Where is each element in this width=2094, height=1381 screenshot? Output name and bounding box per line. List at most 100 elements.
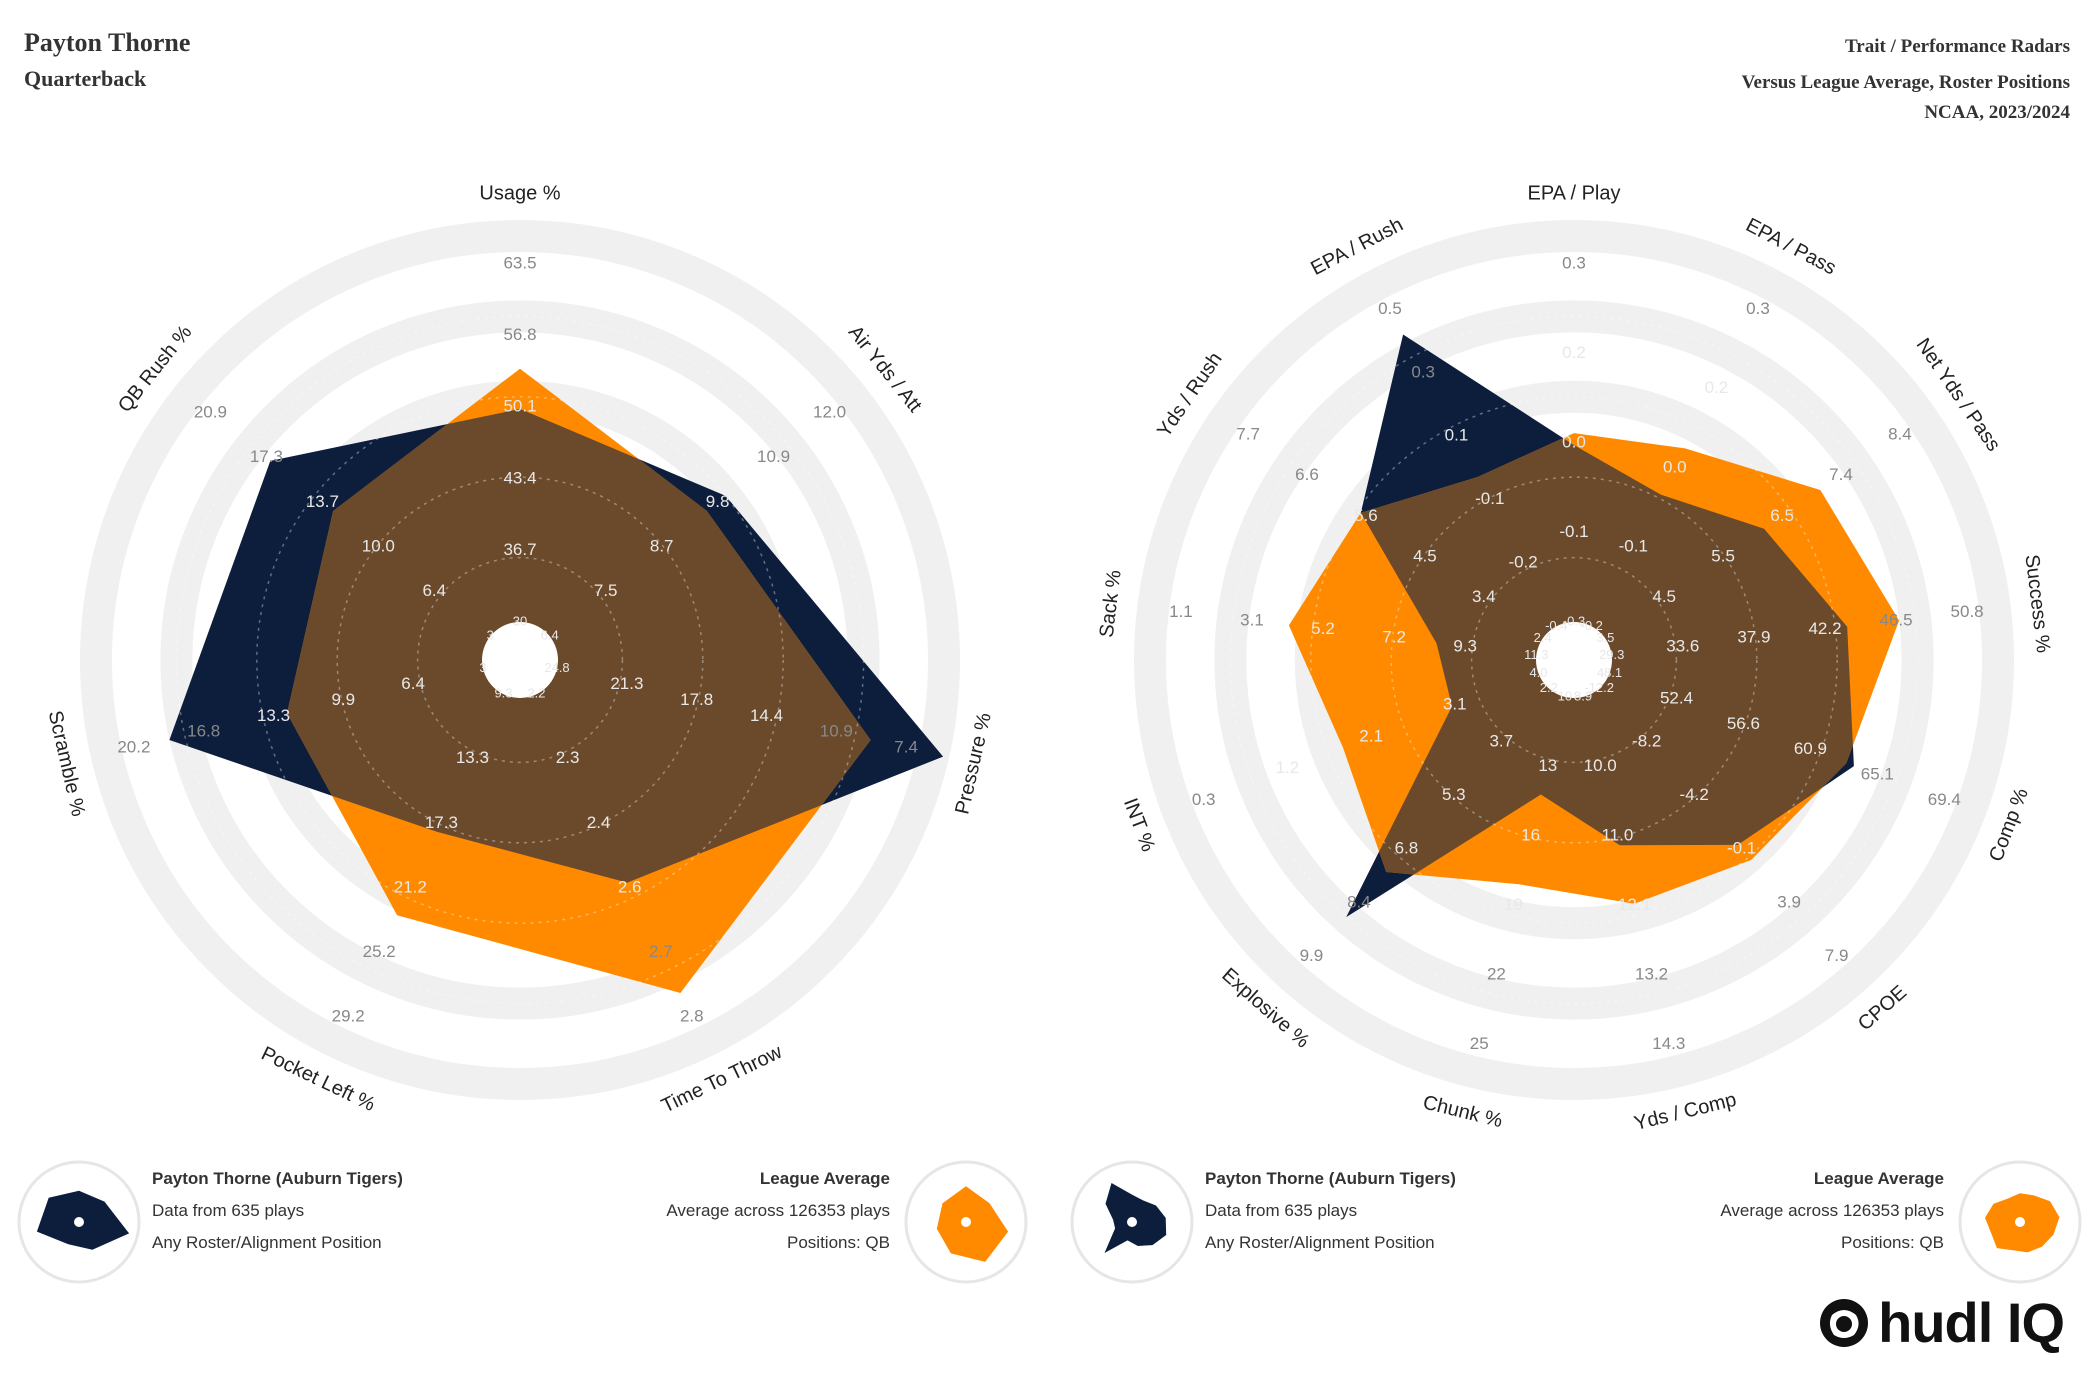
tick-label: 42.2	[1808, 619, 1841, 638]
tick-label: 13	[1538, 756, 1557, 775]
tick-label: 25	[1470, 1034, 1489, 1053]
legend-badge-center	[1127, 1217, 1137, 1227]
tick-label: 22	[1487, 964, 1506, 983]
tick-label: 0.3	[1746, 299, 1770, 318]
legend-player-line2: Any Roster/Alignment Position	[1205, 1233, 1435, 1252]
tick-label: 0.5	[1378, 299, 1402, 318]
tick-label: 6.6	[1295, 465, 1319, 484]
radar-chart-2: -0.3 -0.1 0.0 0.2 0.3 -0.2 -0.1 0.0 0.2 0.3 3.5 4.5…	[1096, 182, 2055, 1135]
hudl-logo-icon	[1820, 1298, 1869, 1347]
tick-label: 2.4	[587, 813, 611, 832]
legend-badge-center	[74, 1217, 84, 1227]
tick-label: 1.2	[1276, 758, 1300, 777]
legend-badge-center	[961, 1217, 971, 1227]
tick-label: 2.2	[1540, 680, 1558, 695]
legend-badge-league-left	[904, 1160, 1028, 1284]
tick-label: 10.9	[757, 447, 790, 466]
tick-label: 37.9	[1737, 628, 1770, 647]
tick-label: 60.9	[1794, 739, 1827, 758]
tick-label: 36.7	[503, 540, 536, 559]
tick-label: 8.4	[1347, 892, 1371, 911]
tick-label: 8.7	[650, 536, 674, 555]
tick-label: -0.3	[1563, 613, 1585, 628]
axis-label-pressure: Pressure %	[951, 710, 996, 816]
tick-label: 9.9	[331, 690, 355, 709]
tick-label: 7.9	[1825, 946, 1849, 965]
tick-label: 3	[479, 660, 486, 675]
tick-label: 56.6	[1727, 714, 1760, 733]
tick-label: 13.3	[456, 748, 489, 767]
tick-label: 69.4	[1928, 790, 1961, 809]
tick-label: 48.1	[1597, 665, 1622, 680]
tick-label: 3.1	[1240, 610, 1264, 629]
tick-label: 5.6	[1354, 506, 1378, 525]
tick-label: 2.4	[1534, 630, 1552, 645]
legend-player-left: Payton Thorne (Auburn Tigers) Data from …	[152, 1163, 403, 1259]
radar-guide	[175, 315, 865, 1005]
axis-label-comp: Comp %	[1985, 785, 2033, 865]
tick-label: 50.1	[503, 397, 536, 416]
radar-guide	[1390, 476, 1758, 844]
legend-league-right: League Average Average across 126353 pla…	[1720, 1163, 1944, 1259]
legend-badge-player-right	[1070, 1160, 1194, 1284]
legend-league-line2: Positions: QB	[787, 1233, 890, 1252]
tick-label: 9.9	[1300, 946, 1324, 965]
tick-label: 20.9	[194, 403, 227, 422]
tick-label: 17.3	[425, 813, 458, 832]
tick-label: 10	[1558, 688, 1572, 703]
tick-label: 6.5	[1770, 506, 1794, 525]
tick-label: -0.1	[1475, 489, 1504, 508]
tick-label: 3.1	[1443, 695, 1467, 714]
tick-label: 0.3	[1562, 253, 1586, 272]
tick-label: 16	[1521, 825, 1540, 844]
legend-badge-player-left	[17, 1160, 141, 1284]
tick-label: 1.1	[1169, 602, 1193, 621]
radar-ring	[1134, 220, 2014, 1100]
tick-label: 0.3	[1192, 790, 1216, 809]
tick-label: 10.0	[1584, 756, 1617, 775]
tick-label: -0.1	[1559, 522, 1588, 541]
tick-label: 9.8	[706, 492, 730, 511]
tick-label: 12.0	[813, 403, 846, 422]
tick-label: 7.4	[894, 738, 918, 757]
tick-label: 50.8	[1951, 602, 1984, 621]
legend-player-line1: Data from 635 plays	[1205, 1201, 1358, 1220]
legend-league-title: League Average	[759, 1169, 890, 1188]
tick-label: 21.3	[610, 674, 643, 693]
axis-label-epa-play: EPA / Play	[1527, 182, 1620, 204]
tick-label: 13.2	[1635, 964, 1668, 983]
tick-label: 4.5	[1413, 547, 1437, 566]
chart-title: Trait / Performance Radars	[1845, 36, 2070, 57]
tick-label: 30	[513, 613, 527, 628]
tick-label: -0.2	[1580, 618, 1602, 633]
tick-label: 12.1	[1618, 895, 1651, 914]
radar-ring	[80, 220, 960, 1100]
radar-ring	[1214, 300, 1934, 1020]
tick-label: 7.7	[1236, 424, 1260, 443]
tick-label: 5.5	[1711, 547, 1735, 566]
tick-label: 2.8	[680, 1006, 704, 1025]
legend-league-line1: Average across 126353 plays	[666, 1201, 890, 1220]
tick-label: 0.0	[1663, 457, 1687, 476]
tick-label: 43.4	[503, 468, 536, 487]
tick-label: 14.3	[1652, 1034, 1685, 1053]
season-label: NCAA, 2023/2024	[1924, 102, 2070, 123]
tick-label: 29.3	[1599, 647, 1624, 662]
axis-label-chunk: Chunk %	[1421, 1091, 1505, 1132]
axis-label-usage: Usage %	[479, 182, 560, 204]
tick-label: 11.0	[1601, 825, 1633, 844]
tick-label: 2.2	[527, 686, 545, 701]
tick-label: 17.8	[680, 690, 713, 709]
tick-label: 9.3	[1453, 636, 1477, 655]
tick-label: 3.7	[1489, 731, 1513, 750]
legend-badge-center	[2015, 1217, 2025, 1227]
tick-label: 2.7	[649, 942, 673, 961]
tick-label: 8.4	[1888, 424, 1912, 443]
axis-label-yds-comp: Yds / Comp	[1632, 1089, 1739, 1135]
tick-label: -0.1	[1727, 839, 1756, 858]
tick-label: 17.3	[250, 447, 283, 466]
tick-label: 0.3	[1411, 362, 1435, 381]
tick-label: 13.3	[257, 706, 290, 725]
axis-label-sack: Sack %	[1096, 569, 1126, 639]
